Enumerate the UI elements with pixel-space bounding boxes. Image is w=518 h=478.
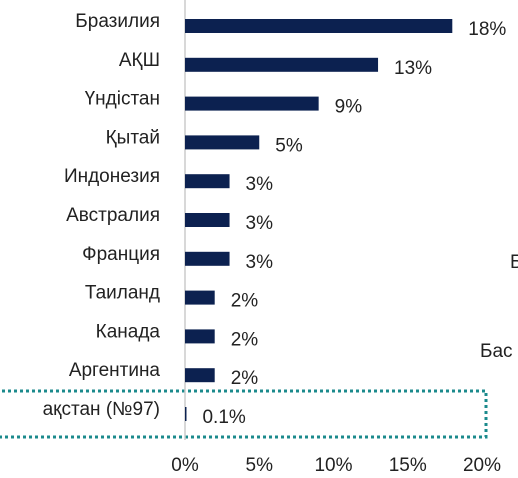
y-tick-label: Бразилия bbox=[75, 11, 160, 32]
annotation: Б bbox=[510, 252, 518, 273]
data-label: 2% bbox=[231, 368, 259, 389]
bar bbox=[185, 135, 260, 150]
y-tick-label: ақстан (№97) bbox=[43, 399, 160, 420]
y-tick-label: АҚШ bbox=[119, 50, 160, 71]
data-label: 9% bbox=[335, 97, 363, 118]
x-tick-label: 5% bbox=[246, 455, 274, 476]
x-tick-label: 15% bbox=[389, 455, 427, 476]
y-tick-label: Индонезия bbox=[64, 166, 160, 187]
y-tick-label: Таиланд bbox=[85, 283, 160, 304]
data-label: 0.1% bbox=[202, 407, 245, 428]
y-tick-label: Канада bbox=[96, 321, 161, 342]
data-label: 5% bbox=[275, 135, 303, 156]
x-tick-label: 10% bbox=[314, 455, 352, 476]
x-tick-label: 0% bbox=[171, 455, 199, 476]
data-label: 18% bbox=[468, 19, 506, 40]
bar bbox=[185, 19, 453, 33]
bar bbox=[185, 290, 215, 305]
bar bbox=[185, 174, 230, 189]
y-tick-label: Франция bbox=[82, 244, 160, 265]
bar bbox=[185, 329, 215, 344]
bar bbox=[185, 57, 379, 72]
highlight-box bbox=[0, 389, 488, 439]
data-label: 13% bbox=[394, 58, 432, 79]
y-tick-label: Қытай bbox=[106, 127, 160, 148]
bar bbox=[185, 251, 230, 266]
bar bbox=[185, 368, 215, 383]
data-label: 3% bbox=[246, 252, 274, 273]
data-label: 2% bbox=[231, 329, 259, 350]
bar bbox=[185, 213, 230, 227]
data-label: 3% bbox=[246, 213, 274, 234]
y-tick-label: Австралия bbox=[66, 205, 160, 226]
y-tick-label: Үндістан bbox=[85, 89, 160, 110]
bar bbox=[185, 407, 187, 421]
annotation: Бас bbox=[480, 341, 513, 362]
y-tick-label: Аргентина bbox=[69, 360, 161, 381]
x-tick-label: 20% bbox=[463, 455, 501, 476]
data-label: 3% bbox=[246, 174, 274, 195]
data-label: 2% bbox=[231, 291, 259, 312]
bar bbox=[185, 96, 319, 111]
